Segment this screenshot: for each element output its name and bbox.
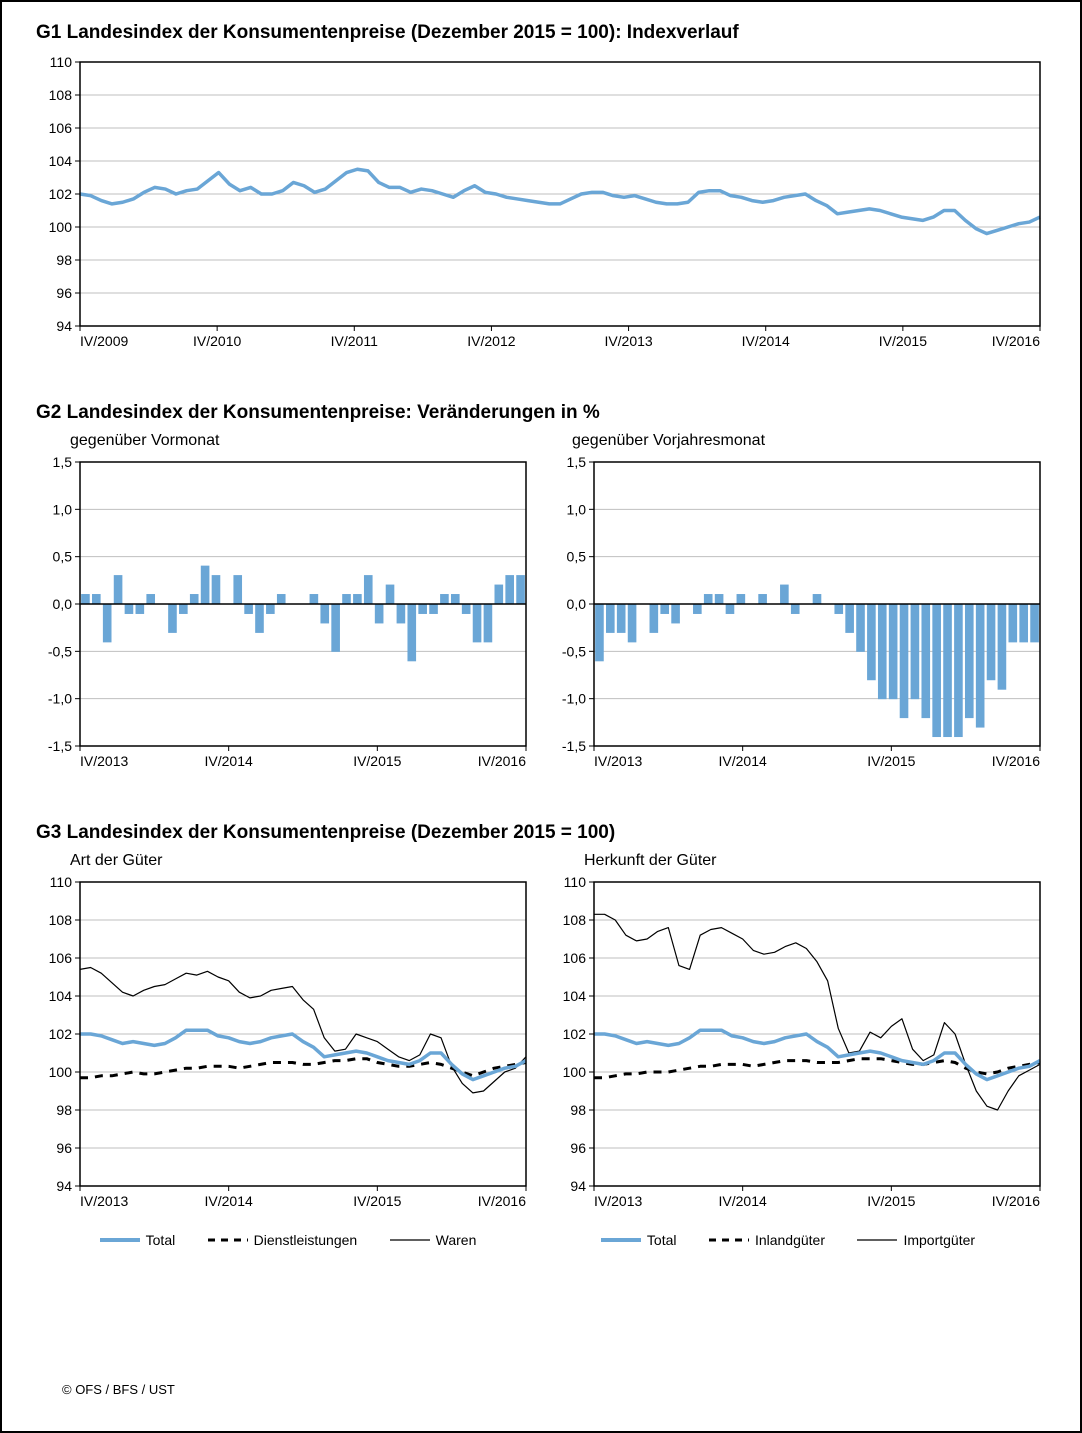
svg-text:106: 106	[49, 120, 73, 136]
g1-chart: 94 96 98 100 102 104 106 108 110 IV/2009 IV/2010 IV…	[36, 56, 1050, 356]
svg-text:94: 94	[56, 1178, 72, 1194]
svg-text:IV/2012: IV/2012	[467, 333, 515, 349]
svg-text:IV/2014: IV/2014	[205, 753, 253, 769]
svg-text:100: 100	[49, 219, 73, 235]
svg-text:104: 104	[49, 153, 73, 169]
svg-text:96: 96	[56, 285, 72, 301]
svg-text:104: 104	[563, 988, 587, 1004]
g1-title: G1 Landesindex der Konsumentenpreise (De…	[36, 22, 739, 44]
svg-text:IV/2013: IV/2013	[80, 1193, 128, 1209]
svg-text:100: 100	[49, 1064, 73, 1080]
svg-text:IV/2015: IV/2015	[353, 753, 401, 769]
footer: © OFS / BFS / UST	[62, 1382, 175, 1397]
svg-text:1,0: 1,0	[53, 501, 73, 517]
legend-inland-label: Inlandgüter	[755, 1232, 825, 1248]
svg-text:98: 98	[56, 252, 72, 268]
legend-waren: Waren	[390, 1232, 477, 1248]
legend-import-label: Importgüter	[903, 1232, 975, 1248]
g3-right-chart: 94 96 98 100 102 104 106 108 110 IV/2013 IV/2014 IV…	[550, 876, 1050, 1216]
svg-text:102: 102	[563, 1026, 587, 1042]
svg-text:110: 110	[50, 876, 73, 890]
legend-total-r: Total	[601, 1232, 677, 1248]
legend-waren-label: Waren	[436, 1232, 477, 1248]
svg-text:110: 110	[50, 56, 73, 70]
svg-text:IV/2015: IV/2015	[867, 753, 915, 769]
svg-text:IV/2014: IV/2014	[719, 753, 767, 769]
svg-text:-0,5: -0,5	[562, 643, 586, 659]
svg-text:96: 96	[570, 1140, 586, 1156]
g3-sub-left: Art der Güter	[70, 852, 162, 870]
svg-text:98: 98	[570, 1102, 586, 1118]
svg-text:IV/2015: IV/2015	[353, 1193, 401, 1209]
svg-text:0,5: 0,5	[567, 549, 587, 565]
g3-left-chart: 94 96 98 100 102 104 106 108 110 IV/2013 IV/2014 IV…	[36, 876, 536, 1216]
svg-text:0,5: 0,5	[53, 549, 73, 565]
svg-text:96: 96	[56, 1140, 72, 1156]
svg-text:110: 110	[564, 876, 587, 890]
svg-text:IV/2016: IV/2016	[478, 753, 526, 769]
svg-text:1,5: 1,5	[567, 456, 587, 470]
g2-left-chart: -1,5 -1,0 -0,5 0,0 0,5 1,0 1,5 IV/2013 IV/2014 IV…	[36, 456, 536, 776]
svg-text:IV/2009: IV/2009	[80, 333, 128, 349]
svg-text:0,0: 0,0	[567, 596, 587, 612]
svg-text:-1,0: -1,0	[562, 691, 586, 707]
svg-text:108: 108	[563, 912, 587, 928]
svg-text:102: 102	[49, 1026, 73, 1042]
g2-title: G2 Landesindex der Konsumentenpreise: Ve…	[36, 402, 600, 424]
legend-total-r-label: Total	[647, 1232, 677, 1248]
g2-right-chart: -1,5 -1,0 -0,5 0,0 0,5 1,0 1,5 IV/2013 IV/2014 IV…	[550, 456, 1050, 776]
svg-text:IV/2011: IV/2011	[331, 333, 378, 349]
svg-text:108: 108	[49, 87, 73, 103]
svg-text:94: 94	[56, 318, 72, 334]
legend-import: Importgüter	[857, 1232, 975, 1248]
svg-text:108: 108	[49, 912, 73, 928]
svg-text:100: 100	[563, 1064, 587, 1080]
page: G1 Landesindex der Konsumentenpreise (De…	[0, 0, 1082, 1433]
svg-text:1,0: 1,0	[567, 501, 587, 517]
g3-sub-right: Herkunft der Güter	[584, 852, 717, 870]
svg-text:1,5: 1,5	[53, 456, 73, 470]
svg-text:IV/2014: IV/2014	[205, 1193, 253, 1209]
svg-text:94: 94	[570, 1178, 586, 1194]
svg-text:IV/2014: IV/2014	[742, 333, 790, 349]
svg-text:IV/2016: IV/2016	[992, 1193, 1040, 1209]
svg-text:-0,5: -0,5	[48, 643, 72, 659]
svg-text:IV/2013: IV/2013	[594, 753, 642, 769]
svg-text:-1,5: -1,5	[48, 738, 72, 754]
svg-text:IV/2010: IV/2010	[193, 333, 241, 349]
svg-text:IV/2016: IV/2016	[992, 753, 1040, 769]
svg-text:IV/2013: IV/2013	[80, 753, 128, 769]
svg-text:IV/2016: IV/2016	[992, 333, 1040, 349]
svg-text:IV/2015: IV/2015	[879, 333, 927, 349]
svg-text:98: 98	[56, 1102, 72, 1118]
svg-text:IV/2015: IV/2015	[867, 1193, 915, 1209]
svg-text:-1,0: -1,0	[48, 691, 72, 707]
svg-text:-1,5: -1,5	[562, 738, 586, 754]
svg-text:IV/2016: IV/2016	[478, 1193, 526, 1209]
svg-text:106: 106	[563, 950, 587, 966]
svg-text:IV/2013: IV/2013	[604, 333, 652, 349]
g3-legend-left: Total Dienstleistungen Waren	[62, 1232, 542, 1252]
svg-text:0,0: 0,0	[53, 596, 73, 612]
g3-title: G3 Landesindex der Konsumentenpreise (De…	[36, 822, 615, 844]
g3-legend-right: Total Inlandgüter Importgüter	[562, 1232, 1042, 1252]
svg-text:IV/2014: IV/2014	[719, 1193, 767, 1209]
svg-text:102: 102	[49, 186, 73, 202]
g2-sub-left: gegenüber Vormonat	[70, 432, 219, 450]
legend-total: Total	[100, 1232, 176, 1248]
legend-dienst-label: Dienstleistungen	[254, 1232, 358, 1248]
svg-text:106: 106	[49, 950, 73, 966]
svg-text:104: 104	[49, 988, 73, 1004]
legend-total-label: Total	[146, 1232, 176, 1248]
legend-inland: Inlandgüter	[709, 1232, 825, 1248]
svg-text:IV/2013: IV/2013	[594, 1193, 642, 1209]
legend-dienst: Dienstleistungen	[208, 1232, 358, 1248]
g2-sub-right: gegenüber Vorjahresmonat	[572, 432, 765, 450]
